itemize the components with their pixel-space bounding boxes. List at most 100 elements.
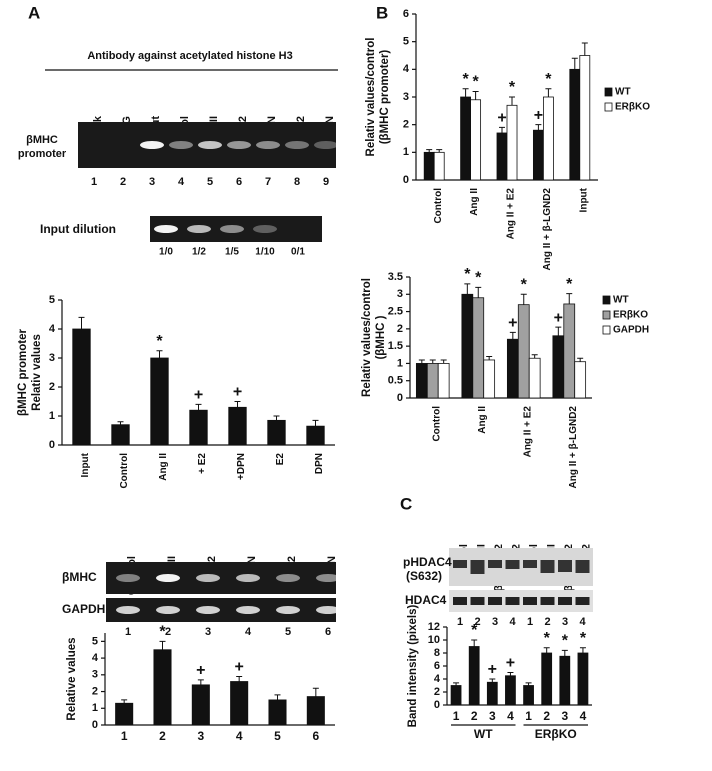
error-bar [234, 401, 241, 408]
x-tick-label: 3 [197, 729, 204, 743]
y-tick-label: 3.5 [388, 271, 403, 283]
gel-band [285, 141, 309, 149]
x-tick-label: 3 [561, 709, 568, 723]
bar [433, 151, 445, 181]
row-label: βMHC [62, 570, 97, 584]
y-tick-label: 1 [403, 146, 409, 158]
bar [306, 425, 325, 446]
significance-marker: + [534, 107, 543, 124]
row-label: Input dilution [40, 222, 116, 236]
error-bar [475, 286, 482, 298]
legend-label: ERβKO [615, 102, 650, 113]
bar [541, 652, 553, 706]
significance-marker: * [509, 79, 516, 96]
y-axis-label: (βMHC ) [375, 315, 387, 359]
y-tick-label: 4 [92, 652, 99, 664]
x-tick-label: E2 [275, 453, 286, 466]
y-tick-label: 0 [397, 392, 403, 404]
lane-number: 4 [509, 616, 516, 628]
gel-band [505, 560, 520, 569]
gel-band [276, 606, 300, 614]
dilution-label: 1/0 [159, 247, 173, 258]
lane-number: 7 [265, 176, 271, 188]
error-bar [486, 356, 493, 360]
y-tick-label: 3 [49, 352, 55, 364]
bar [460, 96, 471, 181]
gel-band [276, 574, 300, 582]
y-tick-label: 5 [49, 294, 55, 306]
x-tick-label: 2 [471, 709, 478, 723]
significance-marker: * [462, 71, 469, 88]
lane-number: 4 [178, 176, 185, 188]
gel-band [453, 560, 467, 568]
x-tick-label: 1 [121, 729, 128, 743]
significance-marker: + [233, 384, 242, 401]
y-tick-label: 1 [92, 702, 98, 714]
legend-swatch [602, 325, 611, 335]
bar [450, 685, 462, 706]
y-tick-label: 6 [434, 660, 440, 672]
error-bar [236, 675, 243, 682]
y-tick-label: 1 [49, 410, 55, 422]
lane-number: 1 [527, 616, 533, 628]
x-tick-label: Control [433, 188, 444, 224]
lane-number: 3 [562, 616, 568, 628]
gel-band [156, 574, 180, 582]
gel-band [196, 606, 220, 614]
significance-marker: * [562, 633, 569, 650]
y-tick-label: 8 [434, 647, 440, 659]
lane-number: 3 [149, 176, 155, 188]
significance-marker: * [580, 630, 587, 647]
bar [437, 363, 450, 399]
gel-band [169, 141, 193, 149]
y-axis-label: Relativ values [31, 334, 43, 411]
group-label: WT [474, 727, 493, 741]
lane-number: 2 [120, 176, 126, 188]
bar [267, 419, 286, 446]
significance-marker: * [521, 277, 528, 294]
bar [415, 363, 428, 399]
bar [552, 335, 565, 399]
bar [230, 681, 249, 726]
y-axis-label: (βMHC promoter) [379, 50, 391, 145]
row-label: promoter [18, 148, 67, 160]
y-tick-label: 6 [403, 8, 409, 20]
significance-marker: + [488, 661, 497, 678]
y-tick-label: 2.5 [388, 305, 403, 317]
bar [461, 293, 474, 399]
gel-band [488, 597, 502, 605]
y-tick-label: 4 [434, 673, 441, 685]
y-tick-label: 5 [92, 635, 98, 647]
x-tick-label: 2 [543, 709, 550, 723]
x-tick-label: DPN [314, 453, 325, 474]
legend-label: WT [613, 295, 629, 306]
gel-band [523, 560, 537, 568]
significance-marker: + [194, 387, 203, 404]
gel-band [575, 560, 590, 573]
gel-band [154, 225, 178, 233]
x-tick-label: 4 [236, 729, 243, 743]
error-bar [471, 639, 478, 647]
y-tick-label: 12 [428, 621, 440, 633]
significance-marker: + [554, 309, 563, 326]
bar [543, 96, 554, 181]
bar [577, 652, 589, 706]
bar [563, 303, 576, 399]
y-tick-label: 3 [92, 669, 98, 681]
gel-band [540, 597, 555, 605]
gel-band [314, 141, 338, 149]
gel-band [316, 606, 340, 614]
lane-number: 1 [457, 616, 463, 628]
legend-label: GAPDH [613, 325, 649, 336]
gel-band [505, 597, 520, 605]
bar [72, 328, 91, 446]
error-bar [462, 88, 469, 97]
bar [579, 55, 591, 181]
error-bar [520, 293, 527, 305]
y-axis-label: Band intensity (pixels) [407, 604, 419, 727]
error-bar [464, 283, 471, 295]
gel-band [196, 574, 220, 582]
y-tick-label: 10 [428, 634, 440, 646]
significance-marker: * [471, 622, 478, 639]
